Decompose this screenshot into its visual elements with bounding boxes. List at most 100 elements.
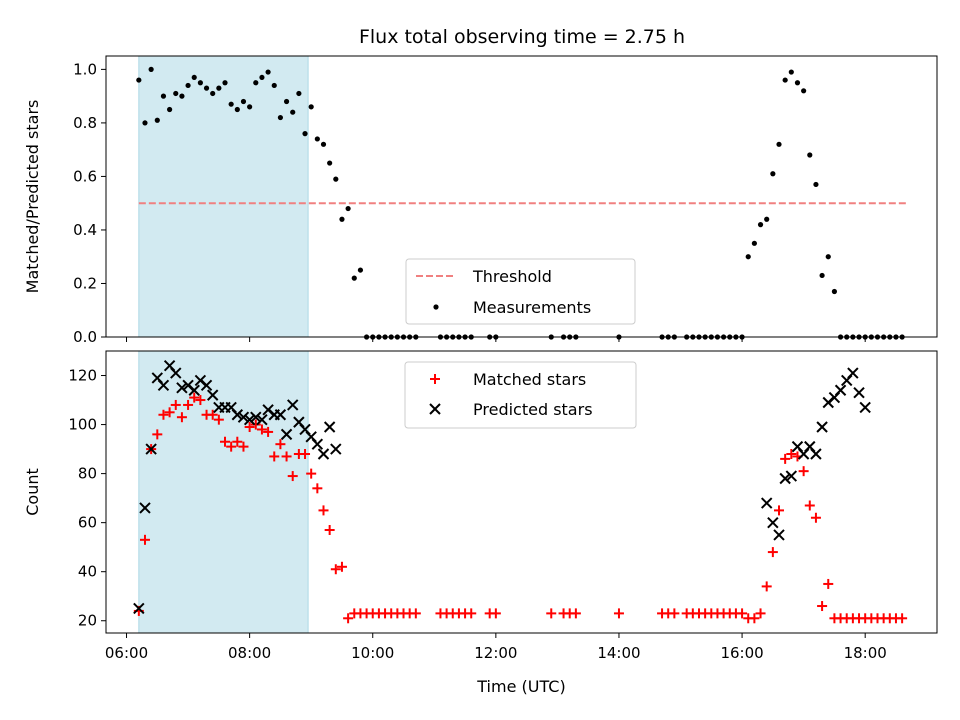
- matched-star-point: [774, 505, 785, 516]
- measurement-point: [234, 106, 240, 113]
- predicted-star-point: [853, 386, 865, 399]
- measurement-point: [259, 74, 265, 81]
- predicted-star-point: [779, 472, 791, 485]
- matched-star-point: [761, 581, 772, 592]
- y-tick-label: 0.2: [73, 274, 97, 292]
- matched-star-point: [798, 466, 809, 477]
- measurement-point: [831, 288, 838, 295]
- predicted-star-point: [330, 443, 342, 455]
- measurement-point: [222, 80, 228, 86]
- y-tick-label: 1.0: [73, 60, 97, 78]
- measurement-point: [788, 69, 794, 75]
- legend-matched-label: Matched stars: [473, 370, 586, 389]
- measurement-point: [357, 267, 364, 273]
- star-count-marks: [133, 360, 908, 624]
- observing-window-rect: [138, 350, 309, 634]
- measurement-point: [197, 80, 203, 86]
- y-tick-label: 20: [78, 612, 97, 630]
- predicted-star-point: [773, 529, 785, 541]
- matched-star-point: [232, 436, 243, 447]
- matched-star-point: [613, 608, 624, 619]
- x-tick-label: 10:00: [351, 644, 394, 662]
- measurement-point: [154, 117, 160, 123]
- matched-star-point: [244, 422, 255, 433]
- matched-star-point: [207, 409, 218, 420]
- measurement-point: [339, 216, 345, 222]
- matched-star-point: [238, 441, 249, 452]
- predicted-star-point: [237, 411, 250, 423]
- predicted-star-point: [170, 367, 182, 379]
- measurement-point: [782, 77, 788, 83]
- legend-measurements-label: Measurements: [473, 298, 591, 317]
- measurement-point: [819, 272, 825, 279]
- predicted-star-point: [157, 379, 170, 392]
- legend-threshold-label: Threshold: [472, 267, 552, 286]
- measurement-point: [216, 85, 222, 91]
- matched-star-point: [823, 578, 834, 589]
- measurement-point: [776, 141, 782, 147]
- measurement-point: [160, 93, 167, 99]
- measurement-point: [173, 90, 179, 97]
- matched-star-point: [176, 412, 187, 423]
- y-tick-label: 0.6: [73, 167, 97, 185]
- matched-star-point: [570, 608, 581, 619]
- measurement-point: [327, 160, 333, 166]
- predicted-star-point: [231, 409, 244, 421]
- predicted-star-point: [188, 384, 200, 396]
- matched-star-point: [343, 613, 354, 624]
- matched-star-point: [490, 608, 501, 619]
- predicted-star-point: [287, 399, 299, 411]
- matched-star-point: [318, 505, 329, 516]
- measurement-point: [296, 90, 302, 97]
- legend-matched-swatch: [430, 374, 440, 384]
- predicted-star-point: [256, 413, 268, 426]
- flux-ratio-axes-frame: [105, 55, 938, 338]
- x-tick-label: 06:00: [105, 644, 148, 662]
- x-tick-label: 18:00: [844, 644, 887, 662]
- y-tick-label: 0.4: [73, 221, 97, 239]
- measurement-point: [807, 152, 813, 158]
- predicted-star-point: [176, 382, 188, 394]
- predicted-star-point: [274, 409, 287, 421]
- predicted-star-point: [317, 448, 330, 460]
- star-count-x-ticks: 06:00 08:00 10:00 12:00 14:00 16:00 18:00: [105, 633, 887, 662]
- matched-star-point: [220, 436, 231, 447]
- x-axis-label: Time (UTC): [476, 677, 565, 696]
- x-tick-label: 08:00: [228, 644, 271, 662]
- measurement-point: [203, 85, 210, 91]
- predicted-star-point: [767, 516, 779, 529]
- measurement-point: [265, 69, 271, 75]
- flux-ratio-legend: Threshold Measurements: [405, 258, 636, 325]
- measurement-point: [345, 205, 351, 212]
- measurement-point: [253, 80, 259, 86]
- star-count-y-axis-label: Count: [23, 468, 42, 516]
- measurement-point: [191, 74, 197, 81]
- measurement-point: [351, 275, 357, 281]
- matched-star-point: [287, 471, 298, 482]
- matched-star-point: [817, 601, 828, 612]
- y-tick-label: 0.0: [73, 328, 97, 346]
- predicted-star-point: [816, 421, 828, 433]
- predicted-star-point: [145, 443, 157, 455]
- flux-ratio-y-ticks: 0.0 0.2 0.4 0.6 0.8 1.0: [73, 60, 106, 346]
- matched-star-point: [804, 500, 815, 511]
- measurement-point: [167, 106, 173, 113]
- matched-star-point: [466, 608, 477, 619]
- measurement-point: [751, 240, 757, 246]
- legend-predicted-swatch: [429, 403, 441, 415]
- matched-star-point: [195, 395, 206, 406]
- predicted-star-point: [311, 438, 324, 450]
- measurement-point: [314, 136, 320, 142]
- x-tick-label: 14:00: [597, 644, 640, 662]
- measurement-point: [179, 93, 185, 99]
- matched-star-point: [755, 608, 766, 619]
- predicted-star-point: [243, 413, 256, 426]
- predicted-star-point: [250, 411, 262, 423]
- flux-ratio-x-ticks: [126, 337, 866, 342]
- predicted-star-point: [133, 602, 145, 615]
- measurement-point: [308, 104, 314, 110]
- matched-star-point: [275, 439, 286, 450]
- measurement-point: [813, 181, 819, 188]
- measurement-point: [271, 82, 277, 89]
- matched-star-point: [324, 525, 335, 536]
